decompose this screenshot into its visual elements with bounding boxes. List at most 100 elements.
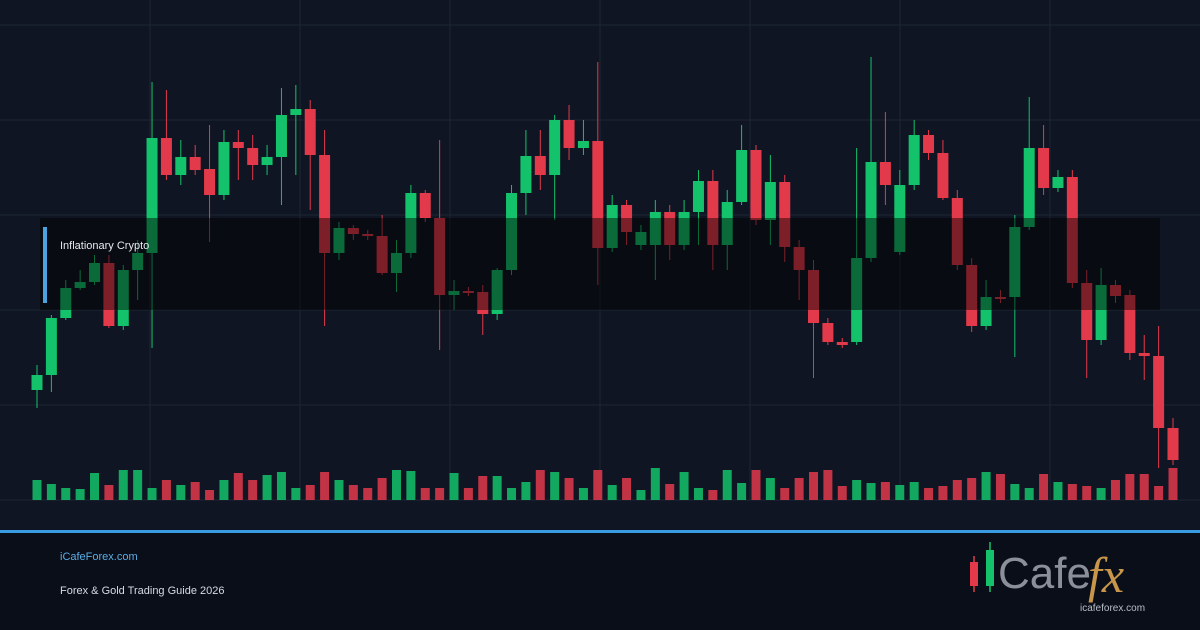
candle-body bbox=[60, 288, 72, 318]
volume-bar bbox=[320, 472, 330, 500]
volume-bar bbox=[463, 488, 473, 500]
volume-bar bbox=[607, 485, 617, 500]
candle-body bbox=[232, 142, 244, 148]
candle-body bbox=[434, 218, 446, 295]
candle-body bbox=[836, 342, 848, 345]
candle-body bbox=[1167, 428, 1179, 460]
candle-body bbox=[764, 182, 776, 220]
candle-body bbox=[520, 156, 532, 193]
candle-body bbox=[549, 120, 561, 175]
candle-body bbox=[822, 323, 834, 342]
candle-body bbox=[247, 148, 259, 165]
candle-body bbox=[89, 263, 101, 282]
candle-body bbox=[707, 181, 719, 245]
volume-bar bbox=[1168, 468, 1178, 500]
candle-body bbox=[419, 193, 431, 218]
volume-bar bbox=[32, 480, 42, 500]
volume-bar bbox=[708, 490, 718, 500]
volume-bar bbox=[1067, 484, 1077, 500]
volume-bar bbox=[751, 470, 761, 500]
volume-bar bbox=[722, 470, 732, 500]
candle-body bbox=[1023, 148, 1035, 227]
volume-bar bbox=[391, 470, 401, 500]
candle-body bbox=[117, 270, 129, 326]
volume-bar bbox=[377, 478, 387, 500]
candle-body bbox=[304, 109, 316, 155]
volume-bar bbox=[190, 482, 200, 500]
volume-bar bbox=[305, 485, 315, 500]
volume-bar bbox=[794, 478, 804, 500]
volume-bar bbox=[780, 488, 790, 500]
candle-body bbox=[1066, 177, 1078, 283]
volume-bar bbox=[147, 488, 157, 500]
candle-body bbox=[1124, 295, 1136, 353]
volume-bar bbox=[938, 486, 948, 500]
candle-body bbox=[635, 232, 647, 245]
logo-accent: fx bbox=[1088, 547, 1124, 603]
volume-bar bbox=[967, 478, 977, 500]
volume-bar bbox=[521, 482, 531, 500]
candle-body bbox=[1153, 356, 1165, 428]
volume-bar bbox=[1096, 488, 1106, 500]
candle-body bbox=[45, 318, 57, 375]
candle-body bbox=[592, 141, 604, 248]
candle-body bbox=[506, 193, 518, 270]
volume-bar bbox=[248, 480, 258, 500]
volume-bar bbox=[593, 470, 603, 500]
candle-body bbox=[333, 228, 345, 253]
volume-bar bbox=[1024, 488, 1034, 500]
candle-body bbox=[994, 297, 1006, 299]
volume-bar bbox=[1053, 482, 1063, 500]
volume-bar bbox=[262, 475, 272, 500]
volume-bar bbox=[909, 482, 919, 500]
volume-bar bbox=[809, 472, 819, 500]
candle-body bbox=[779, 182, 791, 247]
candle-body bbox=[937, 153, 949, 198]
candles bbox=[31, 57, 1179, 500]
volume-bar bbox=[334, 480, 344, 500]
volume-bar bbox=[133, 470, 143, 500]
volume-bar bbox=[1110, 480, 1120, 500]
candle-body bbox=[808, 270, 820, 323]
volume-bar bbox=[205, 490, 215, 500]
site-link[interactable]: iCafeForex.com bbox=[60, 551, 138, 563]
volume-bar bbox=[90, 473, 100, 500]
volume-bar bbox=[104, 485, 114, 500]
candle-body bbox=[1138, 353, 1150, 356]
candle-body bbox=[376, 236, 388, 273]
candle-body bbox=[1052, 177, 1064, 188]
volume-bar bbox=[823, 470, 833, 500]
candle-body bbox=[1038, 148, 1050, 188]
volume-bar bbox=[693, 488, 703, 500]
volume-bar bbox=[837, 486, 847, 500]
candle-body bbox=[477, 292, 489, 314]
volume-bar bbox=[578, 488, 588, 500]
volume-bar bbox=[737, 483, 747, 500]
volume-bar bbox=[765, 478, 775, 500]
volume-bar bbox=[952, 480, 962, 500]
volume-bar bbox=[348, 485, 358, 500]
candle-body bbox=[448, 291, 460, 295]
candle-body bbox=[793, 247, 805, 270]
candle-body bbox=[966, 265, 978, 326]
subtitle: Forex & Gold Trading Guide 2026 bbox=[60, 585, 224, 597]
candle-body bbox=[851, 258, 863, 342]
candle-body bbox=[31, 375, 43, 390]
volume-bar bbox=[420, 488, 430, 500]
volume-bar bbox=[435, 488, 445, 500]
volume-bar bbox=[161, 480, 171, 500]
candle-body bbox=[750, 150, 762, 220]
volume-bar bbox=[507, 488, 517, 500]
logo-text: Cafe bbox=[998, 549, 1091, 598]
volume-bar bbox=[176, 485, 186, 500]
volume-bar bbox=[1139, 474, 1149, 500]
candle-body bbox=[390, 253, 402, 273]
candle-body bbox=[894, 185, 906, 252]
candle-body bbox=[534, 156, 546, 175]
footer-background bbox=[0, 533, 1200, 630]
volume-bar bbox=[1154, 486, 1164, 500]
candle-body bbox=[275, 115, 287, 157]
band-marker bbox=[43, 227, 47, 303]
candle-body bbox=[189, 157, 201, 170]
